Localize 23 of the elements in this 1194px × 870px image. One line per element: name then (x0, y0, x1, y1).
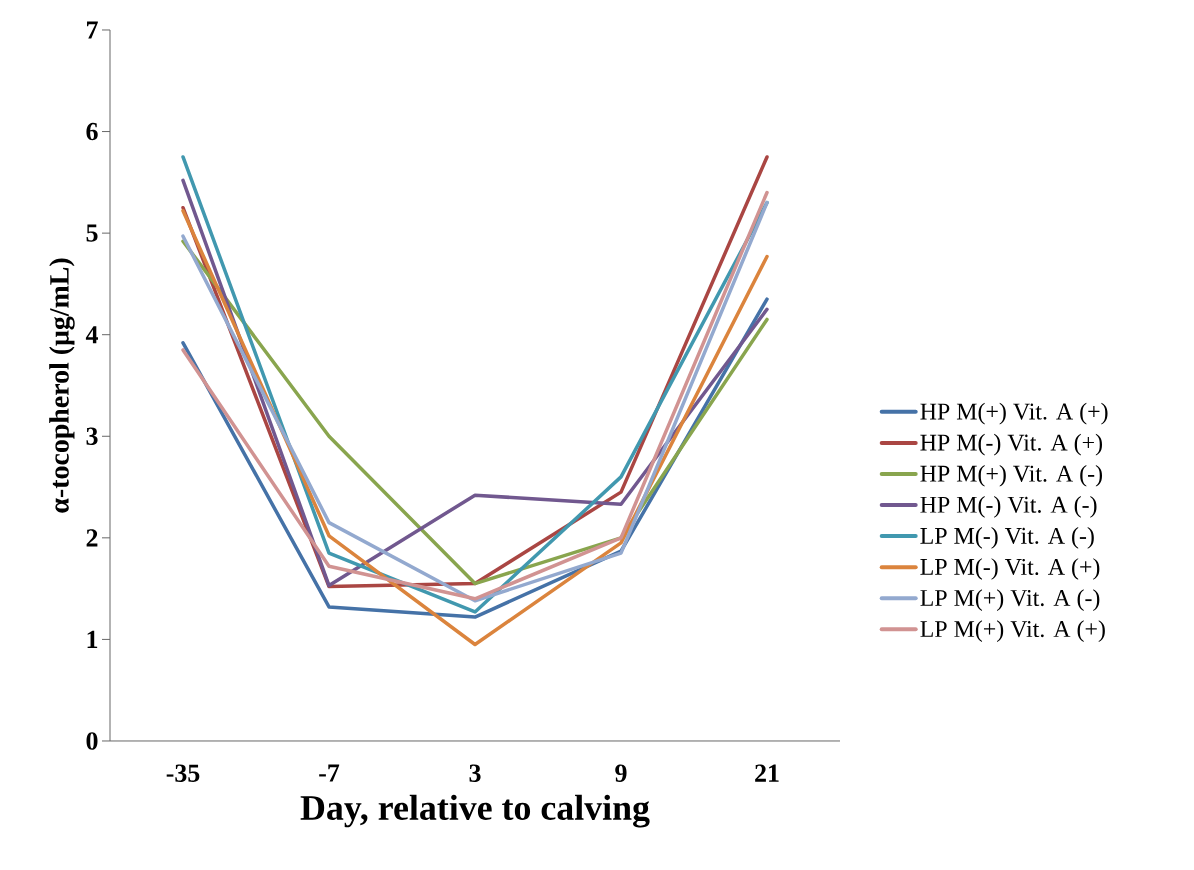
y-tick-label: 1 (87, 630, 98, 648)
legend-label: LP M(-) Vit. A (-) (920, 527, 1094, 549)
y-tick-label: 7 (87, 21, 98, 39)
x-axis-title: Day, relative to calving (300, 794, 650, 828)
y-tick-label: 2 (86, 529, 98, 547)
y-tick-label: 6 (86, 122, 98, 141)
x-tick-label: -7 (319, 764, 340, 782)
y-tick-label: 5 (86, 224, 98, 242)
legend-label: LP M(+) Vit. A (-) (920, 589, 1100, 611)
y-tick-label: 3 (86, 427, 98, 445)
legend-label: LP M(-) Vit. A (+) (920, 558, 1100, 580)
x-tick-label: 9 (615, 764, 627, 782)
legend-label: HP M(+) Vit. A (-) (920, 464, 1102, 487)
legend-label: HP M(-) Vit. A (-) (920, 496, 1097, 518)
x-tick-label: 21 (755, 764, 779, 782)
y-tick-label: 0 (86, 732, 98, 750)
legend-label: HP M(+) Vit. A (+) (920, 402, 1108, 425)
legend-label: HP M(-) Vit. A (+) (920, 433, 1102, 456)
x-tick-label: 3 (469, 764, 481, 782)
legend-label: LP M(+) Vit. A (+) (920, 620, 1105, 642)
x-tick-label: -35 (166, 764, 200, 782)
y-tick-label: 4 (85, 326, 98, 344)
y-axis-title: α-tocopherol (μg/mL) (49, 258, 75, 513)
